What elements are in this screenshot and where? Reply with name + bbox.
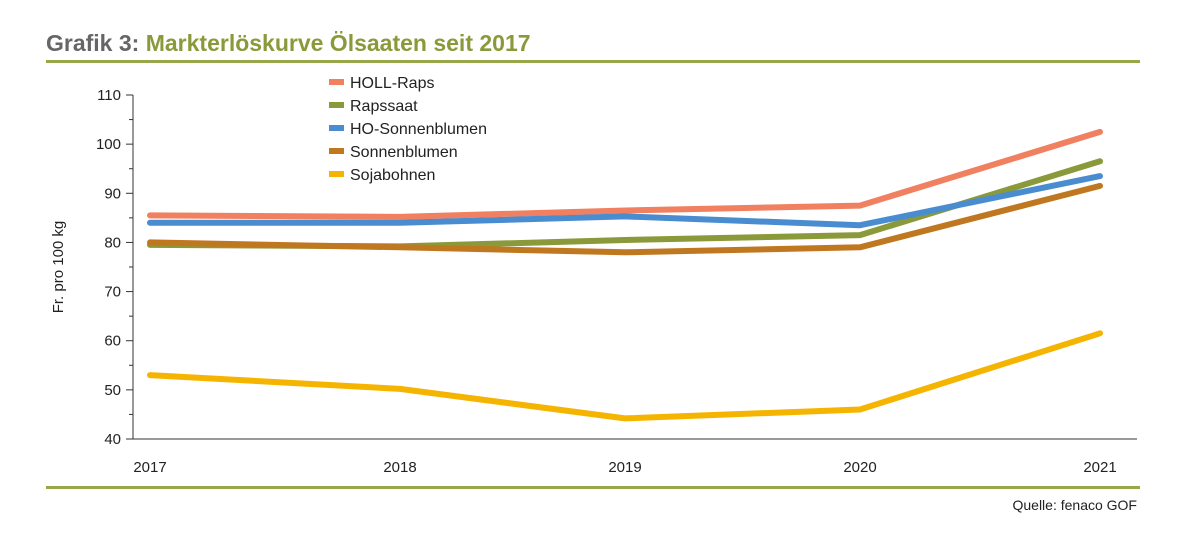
series-line-sonnenblumen: [147, 182, 1103, 256]
x-tick-label: 2018: [383, 459, 416, 476]
y-tick-label: 100: [96, 136, 121, 153]
chart-title: Grafik 3: Markterlöskurve Ölsaaten seit …: [46, 30, 531, 57]
y-axis-title: Fr. pro 100 kg: [50, 221, 67, 314]
axes: [126, 94, 1137, 440]
x-tick-label: 2019: [608, 459, 641, 476]
y-tick-label: 50: [104, 382, 121, 399]
y-tick-label: 70: [104, 284, 121, 301]
legend-label: Sonnenblumen: [350, 144, 458, 161]
x-tick-label: 2017: [133, 459, 166, 476]
bottom-rule: [46, 486, 1140, 489]
chart-number: Grafik 3:: [46, 30, 140, 56]
legend-label: HO-Sonnenblumen: [350, 121, 487, 138]
legend: HOLL-Raps Rapssaat HO-Sonnenblumen Sonnenbl…: [329, 75, 487, 184]
series-line-ho-sonnenblumen: [147, 173, 1103, 229]
legend-label: HOLL-Raps: [350, 75, 434, 92]
series-line-sojabohnen: [147, 330, 1103, 422]
y-tick-label: 80: [104, 234, 121, 251]
series-line-holl-raps: [147, 128, 1103, 220]
tick-labels: 40 50 60 70 80 90 100 110 2017 2018 2019 2020 2021: [96, 87, 1117, 476]
source-note: Quelle: fenaco GOF: [1012, 497, 1137, 513]
series-lines: [147, 128, 1103, 422]
y-tick-label: 60: [104, 333, 121, 350]
y-tick-label: 110: [97, 87, 121, 104]
x-tick-label: 2021: [1083, 459, 1116, 476]
top-rule: [46, 60, 1140, 63]
y-tick-label: 90: [104, 185, 121, 202]
y-tick-label: 40: [104, 431, 121, 448]
x-tick-label: 2020: [843, 459, 876, 476]
legend-label: Sojabohnen: [350, 167, 435, 184]
legend-label: Rapssaat: [350, 98, 418, 115]
chart-title-text: Markterlöskurve Ölsaaten seit 2017: [145, 30, 531, 56]
